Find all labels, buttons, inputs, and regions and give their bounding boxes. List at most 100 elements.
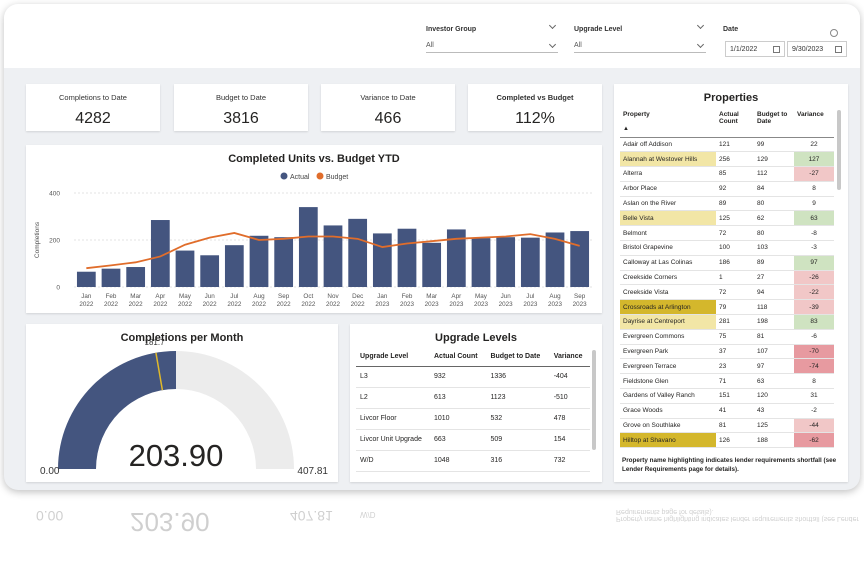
col-header-variance[interactable]: Variance <box>794 108 834 138</box>
legend-actual-label[interactable]: Actual <box>290 174 310 181</box>
actual-count-cell: 663 <box>430 429 487 451</box>
property-row[interactable]: Grove on Southlake 81 125 -44 <box>620 418 834 434</box>
bar-actual[interactable] <box>101 268 121 287</box>
col-header-budget-to-date[interactable]: Budget to Date <box>754 108 794 138</box>
budget-to-date-cell: 316 <box>486 450 550 472</box>
col-header-variance[interactable]: Variance <box>549 348 590 367</box>
property-row[interactable]: Grace Woods 41 43 -2 <box>620 403 834 419</box>
budget-line[interactable] <box>86 232 580 270</box>
variance-cell: 127 <box>794 151 834 168</box>
property-row[interactable]: Belmont 72 80 -8 <box>620 225 834 242</box>
property-row[interactable]: Crossroads at Arlington 79 118 -39 <box>620 299 834 316</box>
upgrade-levels-scrollbar[interactable] <box>592 350 596 450</box>
upgrade-level-row[interactable]: Livcor Floor 1010 532 478 <box>356 408 590 430</box>
x-tick-year: 2022 <box>178 301 193 308</box>
variance-cell: -22 <box>794 284 834 301</box>
date-slider-handle[interactable] <box>830 29 838 37</box>
bar-actual[interactable] <box>496 237 516 287</box>
x-tick-month: Mar <box>426 293 437 300</box>
x-tick-year: 2022 <box>129 301 144 308</box>
upgrade-level-row[interactable]: W/D 1048 316 732 <box>356 450 590 472</box>
bar-actual[interactable] <box>200 255 220 287</box>
x-tick-month: Jun <box>501 293 512 300</box>
investor-group-dropdown[interactable]: All <box>426 39 558 53</box>
property-row[interactable]: Gardens of Valley Ranch 151 120 31 <box>620 388 834 404</box>
completed-vs-budget-chart-card: Completed Units vs. Budget YTD Actual Budg… <box>26 145 602 313</box>
budget-to-date-cell: 120 <box>754 388 794 404</box>
budget-to-date-cell: 129 <box>754 151 794 168</box>
property-name-cell: Adair off Addison <box>620 137 716 153</box>
property-row[interactable]: Evergreen Commons 75 81 -6 <box>620 329 834 345</box>
variance-cell: 154 <box>549 429 590 451</box>
bar-actual[interactable] <box>372 233 392 287</box>
bar-actual[interactable] <box>224 245 244 287</box>
property-row[interactable]: Adair off Addison 121 99 22 <box>620 137 834 153</box>
property-row[interactable]: Calloway at Las Colinas 186 89 97 <box>620 255 834 271</box>
upgrade-level-row[interactable]: L2 613 1123 -510 <box>356 387 590 409</box>
calendar-icon[interactable] <box>773 45 780 53</box>
variance-cell: -70 <box>794 344 834 360</box>
upgrade-level-row[interactable]: Livcor Unit Upgrade 663 509 154 <box>356 429 590 451</box>
bar-actual[interactable] <box>471 238 491 287</box>
bar-actual[interactable] <box>545 232 565 287</box>
property-row[interactable]: Creekside Corners 1 27 -26 <box>620 270 834 286</box>
col-header-actual-count[interactable]: Actual Count <box>430 348 487 367</box>
property-row[interactable]: Evergreen Park 37 107 -70 <box>620 344 834 360</box>
gauge-fill[interactable] <box>58 351 176 469</box>
bar-actual[interactable] <box>570 231 590 287</box>
bar-actual[interactable] <box>126 267 146 287</box>
x-tick-month: Jan <box>377 293 388 300</box>
col-header-upgrade-level[interactable]: Upgrade Level <box>356 348 430 367</box>
bar-actual[interactable] <box>348 218 368 287</box>
property-row[interactable]: Hilltop at Shavano 126 188 -62 <box>620 432 834 449</box>
property-row[interactable]: Alterra 85 112 -27 <box>620 166 834 182</box>
property-row[interactable]: Alannah at Westover Hills 256 129 127 <box>620 151 834 168</box>
bar-actual[interactable] <box>397 228 417 287</box>
property-row[interactable]: Creekside Vista 72 94 -22 <box>620 284 834 301</box>
property-row[interactable]: Aslan on the River 89 80 9 <box>620 196 834 212</box>
gauge-target-label: 181.7 <box>145 338 166 347</box>
bar-actual[interactable] <box>150 220 170 287</box>
date-start-value: 1/1/2022 <box>730 45 758 53</box>
col-header-property-label: Property <box>623 111 650 118</box>
date-start-input[interactable]: 1/1/2022 <box>725 41 785 57</box>
col-header-property[interactable]: Property ▲ <box>620 108 716 138</box>
variance-cell: 8 <box>794 181 834 197</box>
property-row[interactable]: Bristol Grapevine 100 103 -3 <box>620 240 834 256</box>
bar-actual[interactable] <box>422 242 442 287</box>
bar-actual[interactable] <box>249 235 269 287</box>
upgrade-level-cell: L2 <box>356 387 430 409</box>
properties-scrollbar[interactable] <box>837 110 841 190</box>
upgrade-level-cell: L3 <box>356 366 430 388</box>
x-tick-year: 2023 <box>474 301 489 308</box>
property-name-cell: Evergreen Commons <box>620 329 716 345</box>
bar-actual[interactable] <box>446 229 466 287</box>
kpi-value: 112% <box>515 110 555 127</box>
kpi-title: Budget to Date <box>215 93 267 102</box>
bar-actual[interactable] <box>298 207 318 287</box>
property-row[interactable]: Arbor Place 92 84 8 <box>620 181 834 197</box>
property-row[interactable]: Fieldstone Glen 71 63 8 <box>620 373 834 390</box>
property-row[interactable]: Belle Vista 125 62 63 <box>620 210 834 227</box>
date-end-input[interactable]: 9/30/2023 <box>787 41 847 57</box>
upgrade-level-label: Upgrade Level <box>574 26 623 33</box>
col-header-actual-count[interactable]: Actual Count <box>716 108 754 138</box>
upgrade-level-dropdown[interactable]: All <box>574 39 706 53</box>
bar-actual[interactable] <box>323 225 343 287</box>
col-header-budget-to-date[interactable]: Budget to Date <box>486 348 550 367</box>
upgrade-level-filter[interactable]: Upgrade Level All <box>574 21 706 53</box>
investor-group-filter[interactable]: Investor Group All <box>426 21 558 53</box>
legend-budget-label[interactable]: Budget <box>326 174 348 181</box>
property-name-cell: Creekside Vista <box>620 284 716 301</box>
property-name-cell: Calloway at Las Colinas <box>620 255 716 271</box>
budget-to-date-cell: 1336 <box>486 366 550 388</box>
property-row[interactable]: Dayrise at Centreport 281 198 83 <box>620 314 834 330</box>
calendar-icon[interactable] <box>835 45 842 53</box>
bar-actual[interactable] <box>175 250 195 287</box>
bar-actual[interactable] <box>274 237 294 287</box>
bar-actual[interactable] <box>520 237 540 287</box>
budget-to-date-cell: 80 <box>754 225 794 242</box>
bar-actual[interactable] <box>76 271 96 287</box>
upgrade-level-row[interactable]: L3 932 1336 -404 <box>356 366 590 388</box>
property-row[interactable]: Evergreen Terrace 23 97 -74 <box>620 358 834 375</box>
